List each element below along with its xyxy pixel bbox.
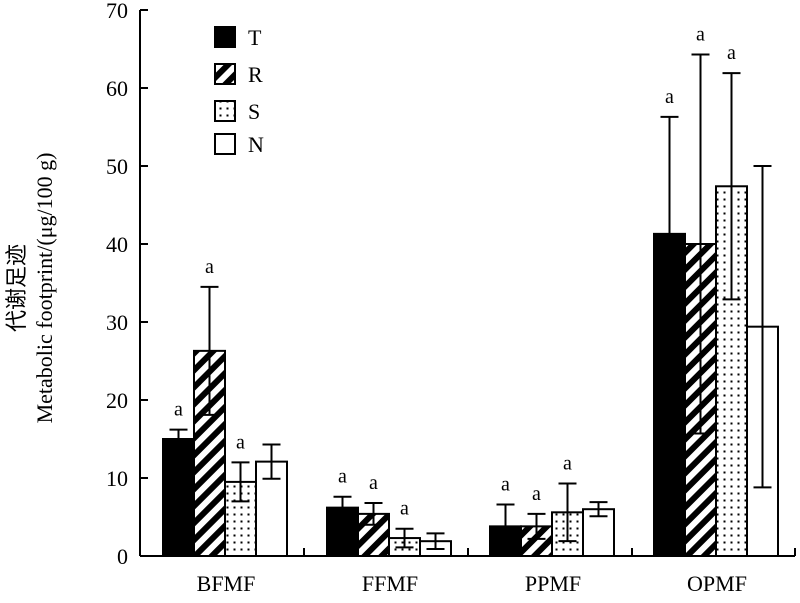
bar <box>193 349 226 557</box>
significance-label: a <box>338 466 347 488</box>
y-tick-label: 0 <box>117 544 128 569</box>
y-tick-label: 50 <box>106 154 128 179</box>
legend-label: N <box>248 132 264 157</box>
legend-swatch <box>214 26 236 48</box>
significance-label: a <box>174 399 183 421</box>
y-tick-label: 40 <box>106 232 128 257</box>
y-axis-label: 代谢足迹 Metabolic footprint/(μg/100 g) <box>4 153 57 424</box>
legend-swatch <box>214 133 236 155</box>
y-tick-label: 60 <box>106 76 128 101</box>
significance-label: a <box>696 23 705 45</box>
bar <box>582 508 615 558</box>
bar <box>162 438 195 557</box>
x-tick-label: BFMF <box>197 571 256 596</box>
x-tick-label: PPMF <box>525 571 581 596</box>
bars <box>162 185 779 558</box>
significance-label: a <box>665 86 674 108</box>
significance-label: a <box>400 498 409 520</box>
legend-swatch <box>214 100 236 122</box>
significance-label: a <box>532 483 541 505</box>
significance-label: a <box>369 472 378 494</box>
y-tick-label: 10 <box>106 466 128 491</box>
legend-swatch <box>214 63 236 85</box>
error-bars <box>169 53 772 550</box>
legend-label: T <box>248 25 262 50</box>
x-tick-label: FFMF <box>362 571 418 596</box>
significance-label: a <box>727 42 736 64</box>
y-tick-label: 20 <box>106 388 128 413</box>
significance-label: a <box>563 452 572 474</box>
axes: 0 10 20 30 40 50 60 70 BFMF FFMF PPMF OPMF <box>106 0 796 596</box>
legend-label: S <box>248 99 260 124</box>
significance-label: a <box>236 431 245 453</box>
legend-label: R <box>248 62 263 87</box>
significance-label: a <box>205 256 214 278</box>
y-axis-label-en: Metabolic footprint/(μg/100 g) <box>32 153 57 424</box>
y-tick-label: 70 <box>106 0 128 23</box>
y-tick-label: 30 <box>106 310 128 335</box>
bar <box>224 480 257 557</box>
significance-label: a <box>501 474 510 496</box>
y-axis-label-cn: 代谢足迹 <box>4 244 29 332</box>
x-tick-label: OPMF <box>687 571 747 596</box>
